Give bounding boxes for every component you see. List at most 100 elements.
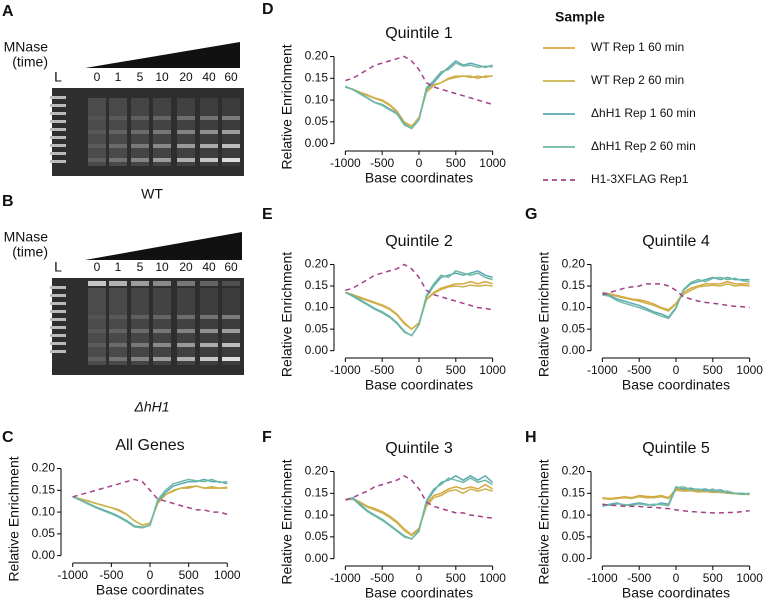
y-axis-label: Relative Enrichment (536, 252, 552, 377)
nucleosome-band (200, 130, 218, 134)
series-line (602, 283, 750, 309)
x-axis-label: Base coordinates (365, 170, 473, 186)
x-tick-label: 1000 (479, 363, 506, 377)
nucleosome-band (222, 130, 240, 134)
nucleosome-band (177, 130, 195, 134)
lane-label: 1 (115, 70, 122, 84)
ladder-band (50, 294, 66, 297)
legend-title: Sample (555, 9, 605, 25)
x-tick-label: -1000 (587, 571, 618, 585)
x-tick-label: -500 (627, 363, 651, 377)
series-line (602, 276, 750, 320)
x-tick-label: 1000 (736, 571, 763, 585)
ladder-band (50, 326, 66, 329)
nucleosome-band (222, 329, 240, 333)
x-tick-label: 500 (446, 156, 466, 170)
nucleosome-band (177, 158, 195, 162)
nucleosome-band (131, 144, 149, 148)
nucleosome-band (222, 144, 240, 148)
chart-title: All Genes (115, 437, 184, 454)
y-tick-label: 0.20 (305, 49, 329, 63)
chart: D Quintile 1 0.00 0.05 0.10 0.15 0.20 -1000 -500… (262, 1, 696, 186)
lane-label: 20 (179, 260, 193, 274)
lane-label: 5 (137, 70, 144, 84)
x-tick-label: -500 (370, 156, 394, 170)
lane-smear (131, 98, 149, 166)
lane-smear (109, 98, 127, 166)
x-tick-label: 500 (179, 568, 199, 582)
y-tick-label: 0.20 (32, 461, 56, 475)
y-tick-label: 0.05 (32, 526, 56, 540)
nucleosome-band (153, 144, 171, 148)
well-band (131, 281, 149, 286)
ladder-band (50, 128, 66, 131)
panel-letter: E (262, 206, 273, 223)
y-axis-label: Relative Enrichment (536, 459, 552, 584)
y-tick-label: 0.10 (562, 507, 586, 521)
nucleosome-band (131, 158, 149, 162)
x-tick-label: -1000 (330, 363, 361, 377)
nucleosome-band (222, 315, 240, 319)
x-tick-label: 0 (416, 156, 423, 170)
lane-label: L (54, 69, 62, 85)
ladder-band (50, 96, 66, 99)
well-band (200, 281, 218, 286)
lane-label: 10 (155, 260, 169, 274)
series-line (345, 475, 493, 519)
nucleosome-band (200, 315, 218, 319)
series-line (72, 478, 228, 516)
x-tick-label: 0 (673, 571, 680, 585)
well-band (109, 281, 127, 286)
x-tick-label: 1000 (214, 568, 241, 582)
ladder-band (50, 334, 66, 337)
lane-label: L (54, 259, 62, 275)
nucleosome-band (88, 329, 106, 333)
ladder-band (50, 350, 66, 353)
x-tick-label: -1000 (587, 363, 618, 377)
lane-smear (222, 288, 240, 365)
ladder-band (50, 112, 66, 115)
well-band (153, 281, 171, 286)
x-tick-label: 500 (703, 571, 723, 585)
condition-label: MNase (4, 39, 49, 55)
ladder-band (50, 104, 66, 107)
y-tick-label: 0.20 (305, 464, 329, 478)
mnase-wedge (85, 232, 242, 260)
series-line (72, 485, 228, 526)
nucleosome-band (109, 144, 127, 148)
nucleosome-band (109, 116, 127, 120)
series-line (602, 283, 750, 312)
nucleosome-band (200, 343, 218, 347)
lane-smear (153, 98, 171, 166)
nucleosome-band (131, 116, 149, 120)
panel-letter: F (262, 429, 272, 446)
y-tick-label: 0.10 (305, 300, 329, 314)
ladder-band (50, 342, 66, 345)
series-line (345, 62, 493, 130)
y-tick-label: 0.05 (562, 321, 586, 335)
gel-caption: ΔhH1 (133, 399, 169, 415)
x-axis-label: Base coordinates (96, 582, 204, 598)
condition-label: (time) (12, 244, 48, 260)
nucleosome-band (153, 158, 171, 162)
nucleosome-band (177, 116, 195, 120)
chart-title: Quintile 5 (642, 440, 710, 457)
y-axis-label: Relative Enrichment (279, 252, 295, 377)
y-tick-label: 0.05 (305, 529, 329, 543)
series-line (345, 263, 493, 311)
nucleosome-band (109, 130, 127, 134)
well-band (222, 281, 240, 286)
nucleosome-band (88, 130, 106, 134)
panel-letter: D (262, 1, 274, 18)
lane-smear (177, 288, 195, 365)
nucleosome-band (88, 158, 106, 162)
x-axis-label: Base coordinates (365, 377, 473, 393)
x-tick-label: -500 (99, 568, 123, 582)
nucleosome-band (109, 343, 127, 347)
chart: H Quintile 5 0.00 0.05 0.10 0.15 0.20 -1000 -500… (525, 429, 763, 600)
y-tick-label: 0.00 (32, 548, 56, 562)
nucleosome-band (153, 357, 171, 361)
nucleosome-band (131, 130, 149, 134)
y-tick-label: 0.00 (562, 343, 586, 357)
y-tick-label: 0.15 (32, 482, 56, 496)
